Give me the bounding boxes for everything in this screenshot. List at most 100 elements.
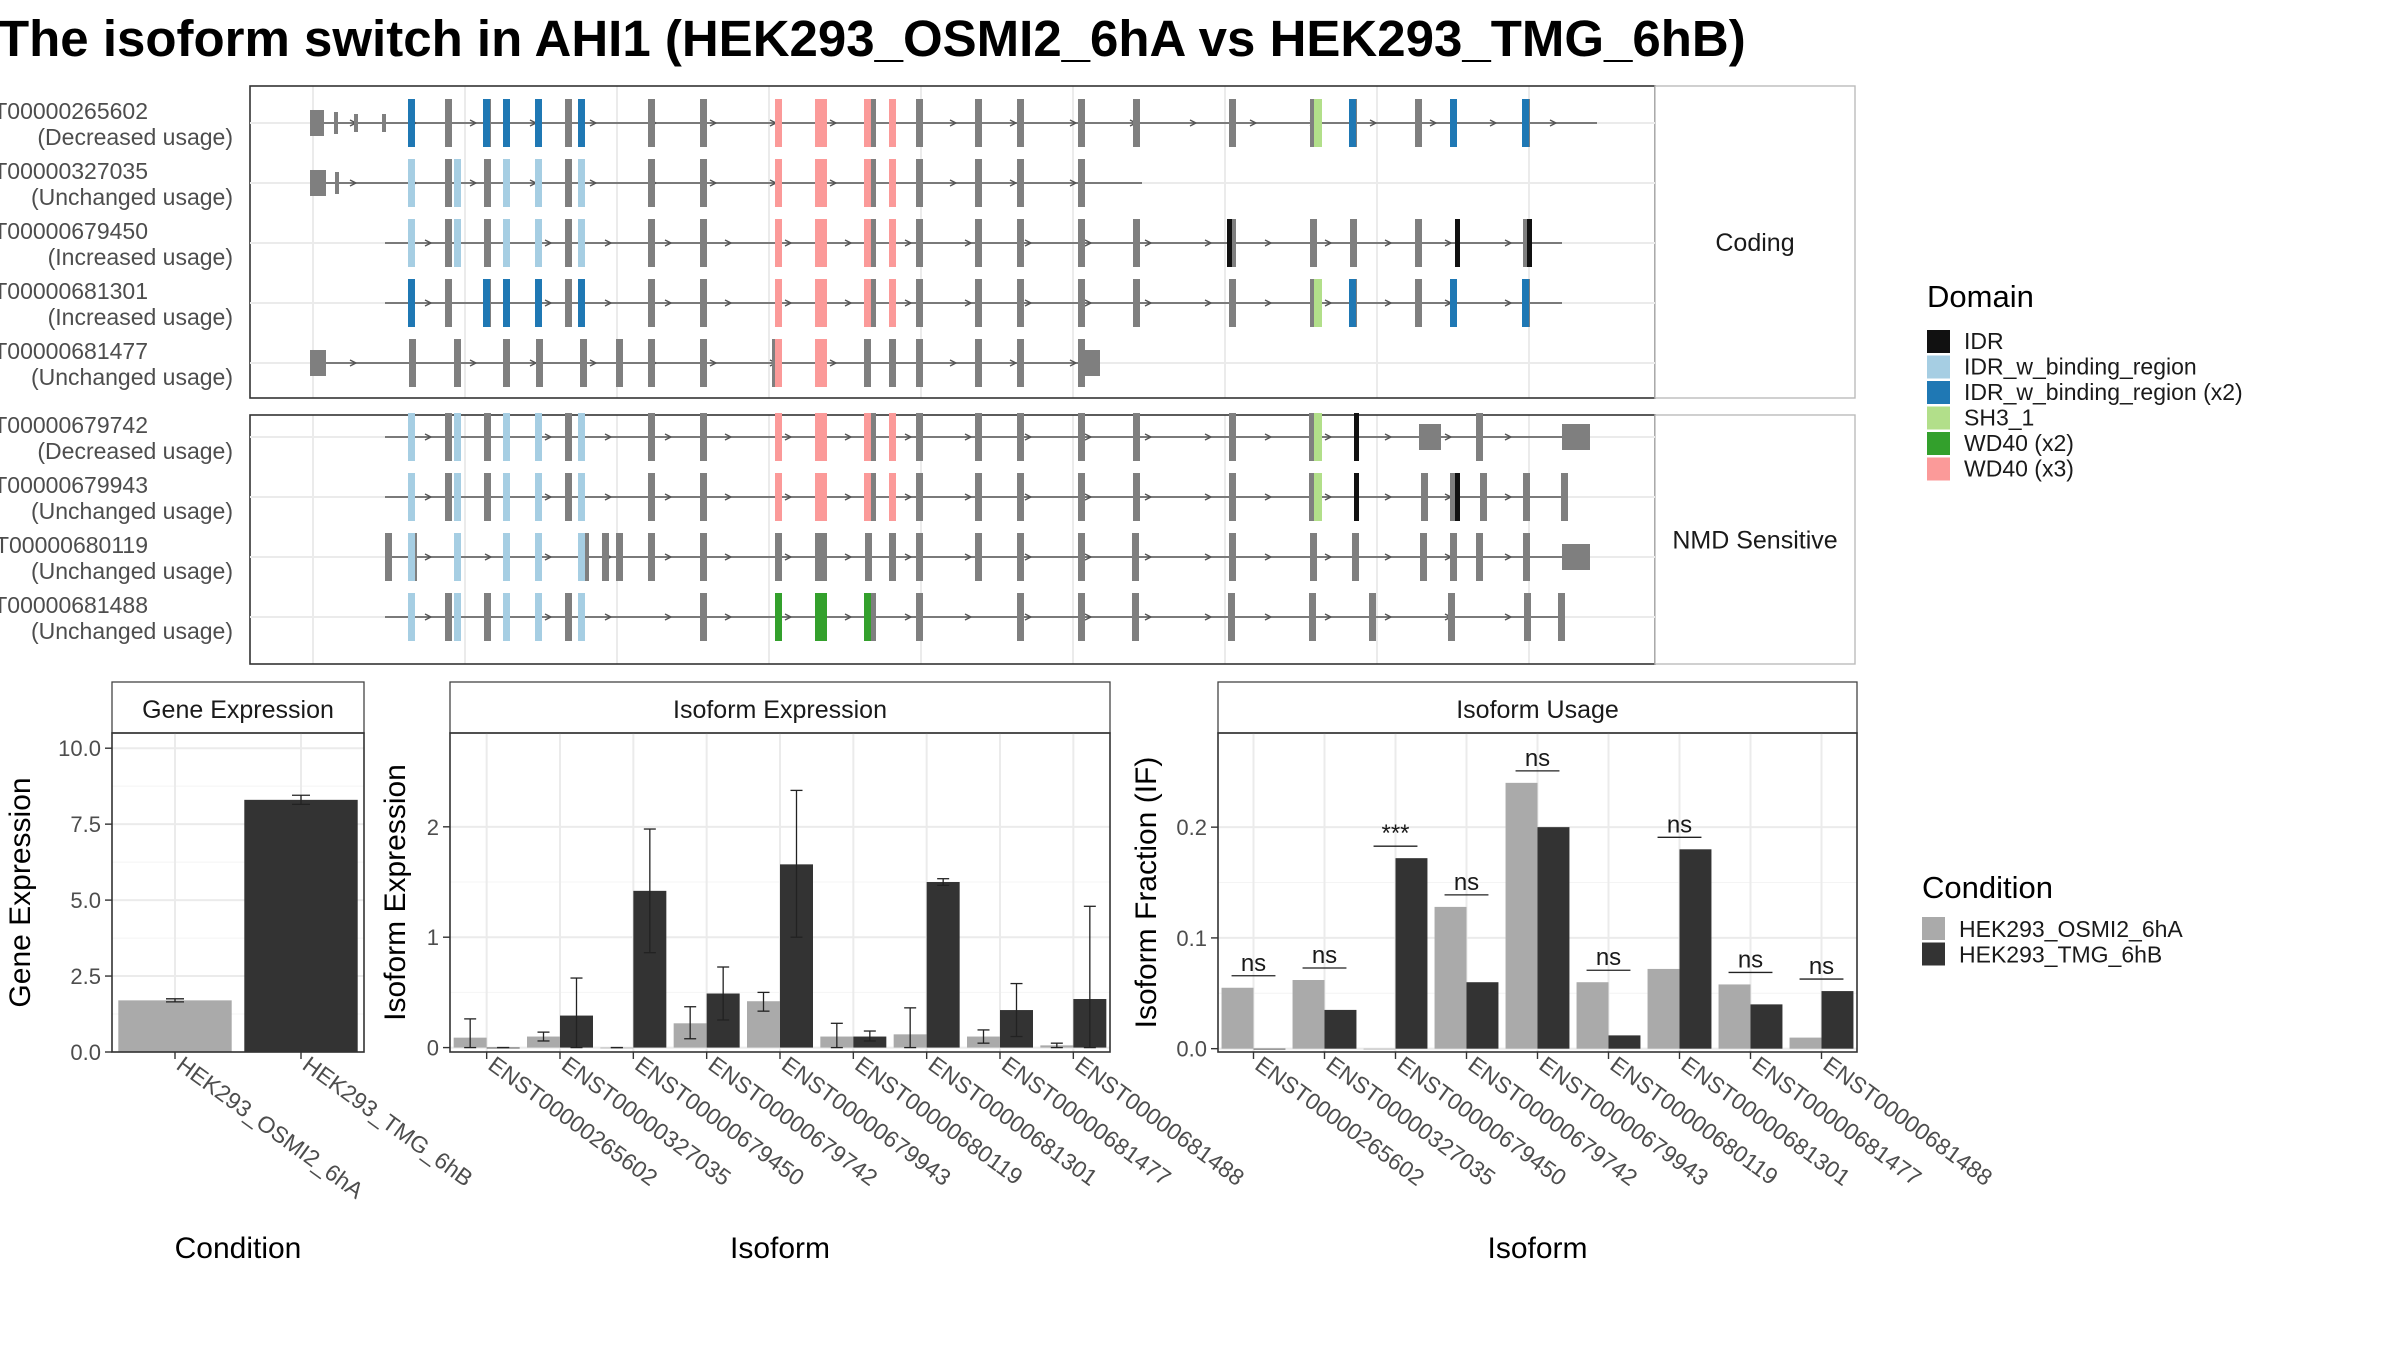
exon [1480, 473, 1487, 521]
exon [445, 219, 452, 267]
strand-arrow [1144, 433, 1153, 441]
exon [1309, 593, 1316, 641]
domain-idr-binding [408, 159, 415, 207]
strand-arrow [1504, 239, 1513, 247]
bar [1324, 1009, 1357, 1049]
exon [382, 114, 386, 132]
strand-arrow [964, 553, 973, 561]
exon [445, 99, 452, 147]
domain-idr-binding [503, 413, 510, 461]
domain-idr-binding [408, 473, 415, 521]
bar [1537, 827, 1570, 1049]
strand-arrow [1009, 359, 1018, 367]
exon [916, 339, 923, 387]
exon [820, 533, 827, 581]
condition-legend-swatch [1922, 942, 1945, 966]
transcript-row: ENST00000681301(Increased usage) [0, 278, 1655, 330]
exon [869, 413, 876, 461]
exon [916, 159, 923, 207]
bar [1253, 1048, 1286, 1050]
exon [700, 279, 707, 327]
exon [1309, 413, 1316, 461]
exon [869, 593, 876, 641]
exon [700, 533, 707, 581]
exon [1310, 279, 1317, 327]
domain-wd40-x3 [815, 219, 822, 267]
significance-label: ns [1667, 811, 1692, 838]
strand-arrow [1264, 613, 1273, 621]
strand-arrow [1324, 493, 1333, 501]
strand-arrow [469, 179, 478, 187]
exon [445, 159, 452, 207]
strand-arrow [1264, 553, 1273, 561]
exon [445, 593, 452, 641]
strand-arrow [1504, 433, 1513, 441]
strand-arrow [1264, 299, 1273, 307]
domain-wd40-x3 [864, 219, 871, 267]
domain-wd40-x3 [820, 159, 827, 207]
strand-arrow [724, 553, 733, 561]
strand-arrow [1549, 119, 1558, 127]
transcript-id-label: ENST00000681477 [0, 338, 148, 364]
strand-arrow [1384, 553, 1393, 561]
domain-wd40-x3 [815, 339, 822, 387]
domain-idr-binding-x2 [408, 279, 415, 327]
strand-arrow [1369, 119, 1378, 127]
strand-arrow [829, 179, 838, 187]
transcript-row: ENST00000680119(Unchanged usage) [0, 532, 1655, 584]
strand-arrow [1084, 613, 1093, 621]
domain-wd40-x3 [889, 99, 896, 147]
exon [484, 219, 491, 267]
exon [700, 219, 707, 267]
strand-arrow [709, 179, 718, 187]
strand-arrow [1504, 613, 1513, 621]
strand-arrow [784, 239, 793, 247]
exon [648, 473, 655, 521]
exon [975, 473, 982, 521]
strand-arrow [904, 433, 913, 441]
exon [1078, 219, 1085, 267]
y-axis-title: Isoform Expression [379, 764, 412, 1021]
exon [975, 533, 982, 581]
strand-arrow [964, 433, 973, 441]
exon [616, 533, 623, 581]
domain-idr-binding [503, 159, 510, 207]
transcript-usage-label: (Unchanged usage) [31, 558, 233, 584]
transcript-id-label: ENST00000679943 [0, 472, 148, 498]
strand-arrow [784, 493, 793, 501]
domain-wd40-x3 [775, 159, 782, 207]
isoform-usage-chart: Isoform Usage ns ns *** ns ns ns ns ns ns 0.0 0.1 0.… [1130, 681, 1997, 1265]
domain-wd40-x3 [815, 279, 822, 327]
y-tick-label: 7.5 [70, 812, 101, 837]
exon [869, 279, 876, 327]
facet-strip [1654, 414, 1856, 665]
strand-arrow [964, 239, 973, 247]
strand-arrow [1504, 553, 1513, 561]
strand-arrow [1384, 493, 1393, 501]
isoform-structure-plot: CodingENST00000265602(Decreased usage)EN… [0, 85, 1856, 665]
exon [1132, 533, 1139, 581]
exon [1017, 159, 1024, 207]
exon [1017, 279, 1024, 327]
transcript-usage-label: (Unchanged usage) [31, 618, 233, 644]
transcript-row: ENST00000679742(Decreased usage) [0, 412, 1655, 464]
domain-idr-binding-x2 [535, 99, 542, 147]
transcript-usage-label: (Decreased usage) [37, 124, 233, 150]
exon [602, 533, 609, 581]
domain-idr [1527, 219, 1532, 267]
chart-title-strip [111, 681, 365, 734]
transcript-usage-label: (Increased usage) [48, 304, 233, 330]
facet-strip-label: Coding [1715, 229, 1794, 257]
exon [1017, 413, 1024, 461]
exon [582, 533, 589, 581]
condition-legend-swatch [1922, 917, 1945, 940]
domain-wd40-x3 [889, 219, 896, 267]
domain-wd40-x3 [889, 279, 896, 327]
domain-legend-swatch [1927, 406, 1950, 430]
strand-arrow [664, 239, 673, 247]
domain-idr-binding [578, 159, 585, 207]
exon [1229, 99, 1236, 147]
exon [445, 473, 452, 521]
domain-legend-label: IDR_w_binding_region [1964, 354, 2197, 380]
domain-sh3 [1314, 413, 1322, 461]
